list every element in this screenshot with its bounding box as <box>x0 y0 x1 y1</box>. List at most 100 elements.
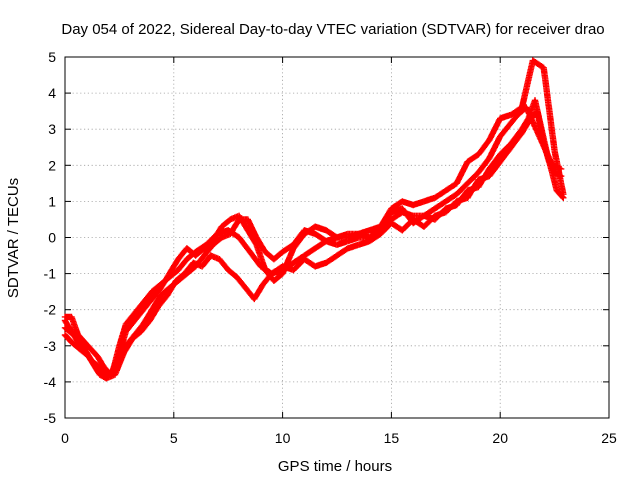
data-point-marker <box>322 227 339 240</box>
data-point-marker <box>94 353 107 370</box>
data-point-marker <box>164 278 179 299</box>
data-point-marker <box>547 162 560 193</box>
data-point-marker <box>155 293 170 310</box>
y-tick-label: 3 <box>48 121 56 137</box>
data-point-marker <box>77 346 91 359</box>
data-point-marker <box>81 339 94 352</box>
data-point-marker <box>68 313 81 337</box>
data-point-marker <box>166 257 181 277</box>
y-axis-label: SDTVAR / TECUs <box>5 178 22 298</box>
data-point-marker <box>453 159 471 187</box>
x-tick-label: 20 <box>492 430 508 446</box>
data-point-marker <box>209 235 224 248</box>
data-point-marker <box>486 116 503 144</box>
data-point-marker <box>507 130 525 151</box>
data-point-marker <box>497 123 512 140</box>
data-point-marker <box>322 253 339 266</box>
data-point-marker <box>551 147 567 196</box>
data-point-marker <box>227 217 242 238</box>
y-tick-label: 4 <box>48 85 56 101</box>
data-point-marker <box>529 118 542 139</box>
data-point-marker <box>270 249 285 263</box>
data-point-marker <box>464 152 481 165</box>
data-point-marker <box>61 324 76 338</box>
data-point-marker <box>148 286 163 303</box>
data-point-marker <box>172 271 187 284</box>
data-point-marker <box>131 307 146 324</box>
data-point-marker <box>270 271 285 284</box>
x-axis-label: GPS time / hours <box>278 458 392 475</box>
data-point-marker <box>475 156 492 176</box>
data-point-marker <box>560 190 567 198</box>
data-point-marker <box>192 246 207 259</box>
data-point-marker <box>148 293 164 313</box>
data-point-marker <box>131 300 146 317</box>
x-tick-label: 0 <box>61 430 69 446</box>
data-point-marker <box>366 231 383 245</box>
data-point-marker <box>534 108 547 146</box>
x-tick-label: 25 <box>601 430 617 446</box>
data-point-marker <box>201 238 216 252</box>
axis-ticks: 0 5 10 15 20 25 -5 -4 -3 -2 -1 0 1 2 3 4 5 <box>44 49 617 446</box>
data-point-marker <box>301 245 318 259</box>
data-point-marker <box>529 57 546 71</box>
data-point-marker <box>235 234 253 254</box>
data-point-marker <box>518 58 536 111</box>
x-tick-label: 10 <box>275 430 291 446</box>
series-track-d <box>61 57 567 378</box>
x-tick-label: 15 <box>384 430 400 446</box>
data-point-marker <box>486 152 503 173</box>
data-point-marker <box>111 351 127 378</box>
data-point-marker <box>107 358 120 378</box>
data-point-marker <box>209 224 225 245</box>
data-point-marker <box>442 181 459 194</box>
data-point-marker <box>442 199 459 216</box>
data-point-marker <box>74 331 87 345</box>
data-point-marker <box>235 212 251 233</box>
data-point-marker <box>61 331 74 345</box>
y-tick-label: 0 <box>48 230 56 246</box>
data-point-marker <box>377 220 394 238</box>
data-point-marker <box>442 191 459 205</box>
data-point-marker <box>85 353 100 373</box>
data-point-marker <box>431 199 448 212</box>
data-point-marker <box>518 120 531 136</box>
data-point-marker <box>246 248 264 269</box>
data-point-marker <box>120 336 135 357</box>
data-point-marker <box>333 245 350 259</box>
data-point-marker <box>157 271 172 292</box>
data-point-marker <box>431 188 448 201</box>
data-point-marker <box>253 234 268 254</box>
data-point-marker <box>453 181 470 198</box>
data-point-marker <box>312 230 329 244</box>
data-point-marker <box>475 138 492 158</box>
data-point-marker <box>201 242 216 259</box>
data-point-marker <box>122 311 137 328</box>
data-point-marker <box>68 339 83 352</box>
y-tick-label: -3 <box>44 338 57 354</box>
data-point-marker <box>233 274 248 290</box>
data-point-marker <box>486 159 503 180</box>
y-tick-label: 2 <box>48 157 56 173</box>
y-tick-label: -4 <box>44 374 57 390</box>
data-point-marker <box>540 64 558 153</box>
data-point-marker <box>497 145 514 165</box>
data-point-marker <box>253 241 268 272</box>
data-point-marker <box>138 318 153 335</box>
data-point-marker <box>175 257 190 274</box>
series-track-a <box>61 104 565 382</box>
data-point-marker <box>140 289 155 306</box>
data-point-marker <box>244 216 259 240</box>
grid-lines <box>65 57 609 418</box>
data-point-marker <box>140 296 155 313</box>
x-tick-label: 5 <box>170 430 178 446</box>
series-track-c <box>61 108 567 382</box>
data-point-marker <box>290 257 307 274</box>
data-point-marker <box>251 282 266 303</box>
y-tick-label: 1 <box>48 193 56 209</box>
data-point-marker <box>122 318 137 335</box>
data-point-marker <box>377 206 394 230</box>
data-point-marker <box>464 170 481 187</box>
data-point-marker <box>290 231 307 252</box>
